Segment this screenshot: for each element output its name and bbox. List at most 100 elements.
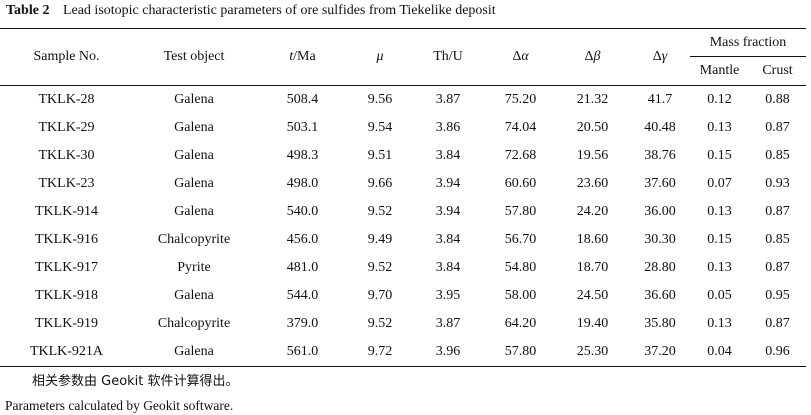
col-header-mass-fraction: Mass fraction <box>690 28 806 57</box>
cell-sample: TKLK-919 <box>35 316 98 331</box>
cell-sample: TKLK-23 <box>38 176 95 191</box>
cell-mu: 9.54 <box>367 120 393 135</box>
table-row: TKLK-919 Chalcopyrite 379.0 9.52 3.87 64.20 19… <box>0 310 806 338</box>
cell-crust: 0.87 <box>765 260 790 275</box>
cell-delta-beta: 18.70 <box>576 260 609 275</box>
cell-mu: 9.56 <box>367 92 393 107</box>
cell-mu: 9.49 <box>367 232 393 247</box>
cell-delta-alpha: 64.20 <box>504 316 537 331</box>
cell-delta-gamma: 40.48 <box>644 120 676 135</box>
table-row: TKLK-914 Galena 540.0 9.52 3.94 57.80 24.20 36.… <box>0 198 806 226</box>
cell-th-u: 3.94 <box>435 176 461 191</box>
col-header-delta-beta: Δβ <box>555 28 630 86</box>
cell-crust: 0.88 <box>765 92 790 107</box>
cell-mantle: 0.13 <box>707 120 732 135</box>
cell-crust: 0.85 <box>765 232 790 247</box>
cell-th-u: 3.96 <box>410 338 486 367</box>
cell-delta-beta: 20.50 <box>576 120 609 135</box>
cell-th-u: 3.86 <box>435 120 461 135</box>
table-caption: Table 2 Lead isotopic characteristic par… <box>6 3 496 19</box>
cell-delta-beta: 25.30 <box>555 338 630 367</box>
table-row: TKLK-916 Chalcopyrite 456.0 9.49 3.84 56.70 18… <box>0 226 806 254</box>
cell-test-object: Galena <box>174 204 214 219</box>
col-header-test-object: Test object <box>133 28 255 86</box>
cell-crust: 0.87 <box>765 204 790 219</box>
cell-mu: 9.51 <box>367 148 393 163</box>
cell-delta-beta: 19.56 <box>576 148 609 163</box>
cell-mantle: 0.12 <box>707 92 732 107</box>
cell-test-object: Galena <box>133 338 255 367</box>
delta-symbol: Δ <box>512 49 522 64</box>
cell-th-u: 3.94 <box>435 204 461 219</box>
cell-age: 498.0 <box>286 176 319 191</box>
cell-mu: 9.52 <box>367 316 393 331</box>
col-header-delta-gamma: Δγ <box>630 28 690 86</box>
note-english: Parameters calculated by Geokit software… <box>5 398 234 413</box>
cell-test-object: Galena <box>174 148 214 163</box>
cell-age: 498.3 <box>286 148 319 163</box>
cell-age: 561.0 <box>255 338 350 367</box>
cell-test-object: Chalcopyrite <box>157 316 231 331</box>
cell-th-u: 3.95 <box>435 288 461 303</box>
cell-mantle: 0.07 <box>707 176 732 191</box>
cell-crust: 0.96 <box>749 338 806 367</box>
cell-mantle: 0.05 <box>707 288 732 303</box>
cell-sample: TKLK-917 <box>35 260 98 275</box>
cell-test-object: Galena <box>174 176 214 191</box>
cell-delta-alpha: 57.80 <box>504 204 537 219</box>
cell-crust: 0.95 <box>765 288 790 303</box>
cell-delta-gamma: 28.80 <box>644 260 676 275</box>
cell-delta-alpha: 57.80 <box>486 338 555 367</box>
cell-delta-gamma: 36.60 <box>644 288 676 303</box>
cell-delta-gamma: 30.30 <box>644 232 676 247</box>
cell-delta-beta: 21.32 <box>576 92 609 107</box>
cell-delta-beta: 24.20 <box>576 204 609 219</box>
col-header-crust: Crust <box>749 56 806 86</box>
cell-mantle: 0.15 <box>707 232 732 247</box>
gamma-symbol: γ <box>661 49 668 64</box>
cell-delta-beta: 18.60 <box>576 232 609 247</box>
cell-delta-gamma: 35.80 <box>644 316 676 331</box>
cell-test-object: Galena <box>174 120 214 135</box>
cell-mantle: 0.13 <box>707 204 732 219</box>
note-chinese: 相关参数由 Geokit 软件计算得出。 <box>32 374 239 389</box>
table-row: TKLK-30 Galena 498.3 9.51 3.84 72.68 19.56 38.7… <box>0 142 806 170</box>
table-row: TKLK-918 Galena 544.0 9.70 3.95 58.00 24.50 36.… <box>0 282 806 310</box>
cell-th-u: 3.84 <box>435 232 461 247</box>
cell-delta-beta: 19.40 <box>576 316 609 331</box>
col-header-mantle: Mantle <box>690 56 749 86</box>
cell-th-u: 3.87 <box>435 92 461 107</box>
table-row: TKLK-29 Galena 503.1 9.54 3.86 74.04 20.50 40.4… <box>0 114 806 142</box>
cell-delta-alpha: 58.00 <box>504 288 537 303</box>
cell-test-object: Galena <box>174 288 214 303</box>
age-symbol: t <box>289 49 294 64</box>
table-header: Sample No. Test object t/Ma μ Th/U Δα Δβ… <box>0 28 806 86</box>
cell-age: 540.0 <box>286 204 319 219</box>
col-header-age: t/Ma <box>255 28 350 86</box>
delta-symbol: Δ <box>584 49 594 64</box>
cell-delta-alpha: 56.70 <box>504 232 537 247</box>
table-row: TKLK-921A Galena 561.0 9.72 3.96 57.80 25.30 37… <box>0 338 806 367</box>
age-unit: /Ma <box>293 49 316 64</box>
cell-crust: 0.93 <box>765 176 790 191</box>
cell-delta-gamma: 38.76 <box>644 148 676 163</box>
table-row: TKLK-23 Galena 498.0 9.66 3.94 60.60 23.60 37.6… <box>0 170 806 198</box>
table-row: TKLK-917 Pyrite 481.0 9.52 3.84 54.80 18.70 28.… <box>0 254 806 282</box>
cell-th-u: 3.87 <box>435 316 461 331</box>
cell-age: 503.1 <box>286 120 319 135</box>
cell-mu: 9.66 <box>367 176 393 191</box>
cell-delta-gamma: 37.60 <box>644 176 676 191</box>
cell-mu: 9.52 <box>367 204 393 219</box>
cell-mantle: 0.04 <box>690 338 749 367</box>
table-title: Lead isotopic characteristic parameters … <box>62 3 496 18</box>
cell-age: 508.4 <box>286 92 319 107</box>
col-header-th-u: Th/U <box>410 28 486 86</box>
cell-delta-beta: 23.60 <box>576 176 609 191</box>
cell-test-object: Galena <box>174 92 214 107</box>
cell-mantle: 0.15 <box>707 148 732 163</box>
table-body: TKLK-28 Galena 508.4 9.56 3.87 75.20 21.32 41.7… <box>0 86 806 367</box>
cell-age: 379.0 <box>286 316 319 331</box>
beta-symbol: β <box>593 49 601 64</box>
table-row: TKLK-28 Galena 508.4 9.56 3.87 75.20 21.32 41.7… <box>0 86 806 115</box>
cell-mantle: 0.13 <box>707 316 732 331</box>
